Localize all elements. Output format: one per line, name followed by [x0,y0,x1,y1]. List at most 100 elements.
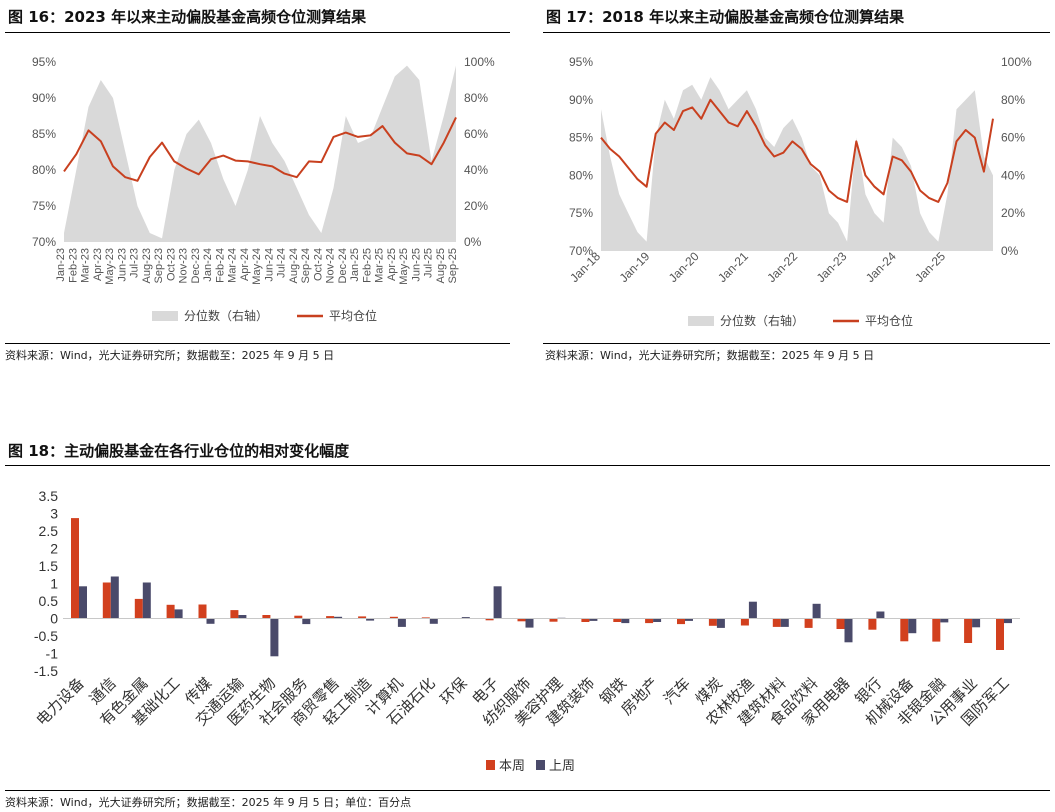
fig18-bar-last-week [461,617,470,619]
fig18-bar-last-week [685,618,693,621]
fig17-y-right-tick: 20% [1001,206,1025,220]
fig18-bar-last-week [844,618,853,643]
fig17-x-tick: Jan-22 [764,249,800,285]
fig16-x-tick: Feb-25 [361,248,373,283]
fig16-x-tick: Sep-23 [153,248,165,283]
fig16-x-tick: Dec-24 [337,248,349,283]
fig18-category-label: 环保 [437,675,470,708]
fig18-bar-this-week [677,618,685,625]
fig16-x-tick: Jan-24 [202,248,214,282]
fig18-bar-last-week [940,618,949,623]
fig18-bar-last-week [748,601,757,619]
fig16-x-tick: Mar-24 [227,248,239,283]
fig16-y-right-tick: 40% [464,163,488,177]
fig18-bar-last-week [908,618,917,634]
fig18-y-tick: 1.5 [39,558,59,574]
figure-18-source-rule [5,790,1050,791]
figure-18-source: 资料来源：Wind，光大证券研究所；数据截至：2025 年 9 月 5 日；单位… [5,796,412,809]
fig17-y-right-tick: 60% [1001,131,1025,145]
fig17-x-tick: Jan-23 [814,249,850,285]
fig18-bar-this-week [198,604,207,619]
fig16-x-tick: Apr-24 [239,248,251,281]
fig17-x-tick: Jan-21 [715,249,751,285]
fig18-bar-this-week [932,618,941,642]
fig18-bar-last-week [174,609,183,619]
fig18-bar-this-week [134,598,143,619]
fig17-y-left-tick: 70% [569,244,593,258]
fig18-category-label: 汽车 [661,675,694,708]
fig16-y-left-tick: 95% [32,55,56,69]
fig18-bar-last-week [142,582,151,619]
fig16-x-tick: Oct-23 [165,248,177,281]
fig16-y-left-tick: 80% [32,163,56,177]
fig16-x-tick: May-25 [398,248,410,285]
fig18-bar-this-week [262,615,271,619]
fig16-x-tick: Mar-23 [80,248,92,283]
fig18-bar-this-week [166,604,175,619]
fig16-legend-area-label: 分位数（右轴） [184,308,268,323]
fig17-y-right-tick: 80% [1001,93,1025,107]
figure-17-source-rule [543,343,1050,344]
fig16-x-tick: Feb-23 [67,248,79,283]
fig18-bar-this-week [645,618,654,624]
fig16-y-right-tick: 80% [464,91,488,105]
fig18-legend-this-week-label: 本周 [499,758,525,773]
fig18-bar-last-week [429,618,438,624]
fig18-bar-this-week [102,582,111,619]
fig17-y-right-tick: 40% [1001,168,1025,182]
figure-18-chart: -1.5-1-0.500.511.522.533.5电力设备通信有色金属基础化工… [33,488,1020,773]
fig16-x-tick: Jun-25 [410,248,422,282]
fig18-bar-this-week [740,618,749,626]
fig18-bar-last-week [238,615,247,619]
figure-18-title: 图 18：主动偏股基金在各行业仓位的相对变化幅度 [8,442,350,460]
fig16-y-left-tick: 75% [32,199,56,213]
fig18-legend-this-week-swatch [486,760,495,770]
fig16-y-left-tick: 90% [32,91,56,105]
fig17-y-left-tick: 95% [569,55,593,69]
fig18-bar-this-week [326,616,335,619]
fig17-y-left-tick: 90% [569,93,593,107]
fig18-bar-this-week [900,618,909,642]
fig18-y-tick: -1.5 [34,663,58,679]
fig16-quantile-area [64,65,456,242]
fig18-y-tick: 0.5 [39,593,59,609]
fig16-x-tick: Aug-25 [435,248,447,283]
fig18-bar-this-week [549,618,558,622]
fig18-bar-last-week [876,611,885,619]
fig18-bar-this-week [294,615,303,619]
figure-17-title: 图 17：2018 年以来主动偏股基金高频仓位测算结果 [546,8,905,26]
fig18-y-tick: 1 [50,576,58,592]
fig18-y-tick: 2 [50,541,58,557]
fig18-bar-this-week [358,616,367,619]
figure-16-source: 资料来源：Wind，光大证券研究所；数据截至：2025 年 9 月 5 日 [5,349,335,362]
fig18-y-tick: 0 [50,611,58,627]
fig17-y-left-tick: 75% [569,206,593,220]
fig16-x-tick: Dec-23 [190,248,202,283]
fig17-x-tick: Jan-24 [863,249,899,285]
fig17-average-position-line [600,98,994,203]
fig18-bar-last-week [1004,618,1012,624]
fig16-y-right-tick: 100% [464,55,495,69]
fig17-y-right-tick: 100% [1001,55,1032,69]
fig16-x-tick: Sep-24 [300,248,312,283]
fig16-x-tick: Feb-24 [214,248,226,283]
fig17-y-left-tick: 80% [569,168,593,182]
fig18-category-label: 电力设备 [33,675,87,729]
fig18-bar-this-week [389,616,398,619]
fig16-x-tick: Aug-24 [288,248,300,283]
fig18-bar-last-week [972,618,981,628]
fig18-bar-this-week [517,618,526,622]
fig18-bar-last-week [812,603,821,619]
fig16-legend-line-label: 平均仓位 [329,308,377,323]
fig18-bar-this-week [836,618,845,629]
fig18-bar-this-week [613,618,622,622]
fig18-bar-this-week [230,610,239,619]
fig17-x-tick: Jan-19 [617,249,653,285]
fig17-y-right-tick: 0% [1001,244,1019,258]
fig18-bar-this-week [772,618,781,627]
figure-16-title-rule [5,32,510,33]
fig16-x-tick: Oct-24 [312,248,324,281]
fig17-y-left-tick: 85% [569,131,593,145]
fig17-legend-area-label: 分位数（右轴） [720,313,804,328]
fig18-bar-this-week [964,618,973,643]
